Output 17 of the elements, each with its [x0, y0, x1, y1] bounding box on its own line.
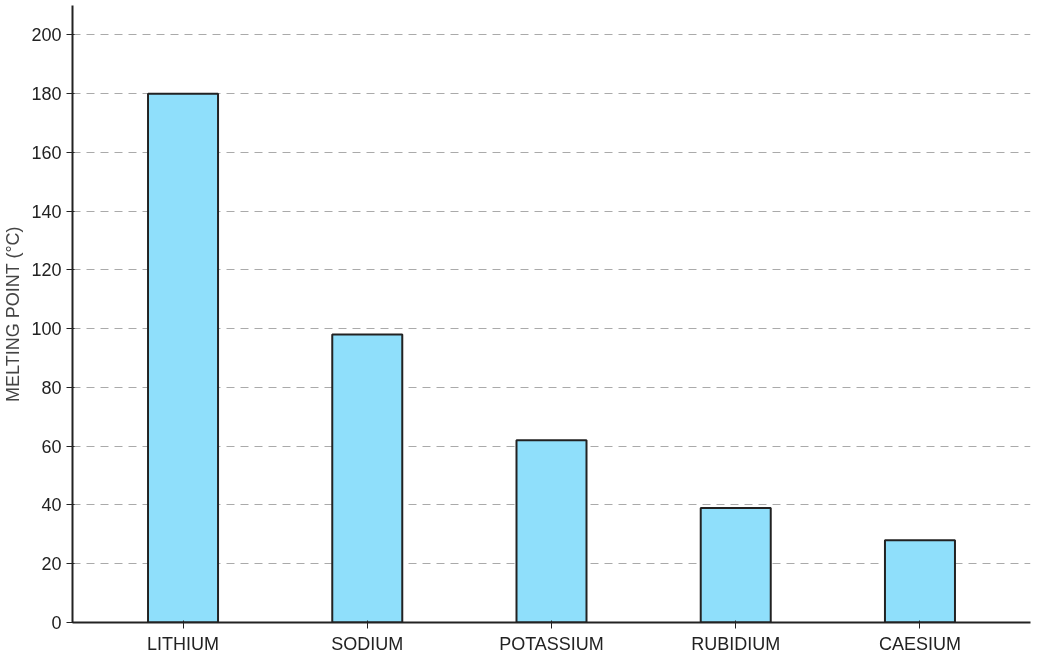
y-tick-label: 20	[41, 554, 62, 575]
x-tick-label: SODIUM	[331, 633, 404, 654]
x-tick-label: POTASSIUM	[499, 633, 604, 654]
y-axis-title: MELTING POINT (°C)	[3, 226, 24, 402]
y-tick-label: 120	[31, 260, 62, 281]
x-tick-label: CAESIUM	[878, 633, 961, 654]
x-tick-label: LITHIUM	[147, 633, 220, 654]
y-tick-label: 60	[41, 436, 62, 457]
y-tick-label: 160	[31, 142, 62, 163]
y-tick-label: 180	[31, 84, 62, 105]
y-tick-label: 0	[51, 613, 62, 633]
y-tick-label: 140	[31, 201, 62, 222]
y-tick-label: 200	[31, 25, 62, 46]
y-tick-label: 100	[31, 319, 62, 340]
y-tick-label: 80	[41, 377, 62, 398]
y-tick-label: 40	[41, 495, 62, 516]
x-tick-label: RUBIDIUM	[691, 633, 781, 654]
